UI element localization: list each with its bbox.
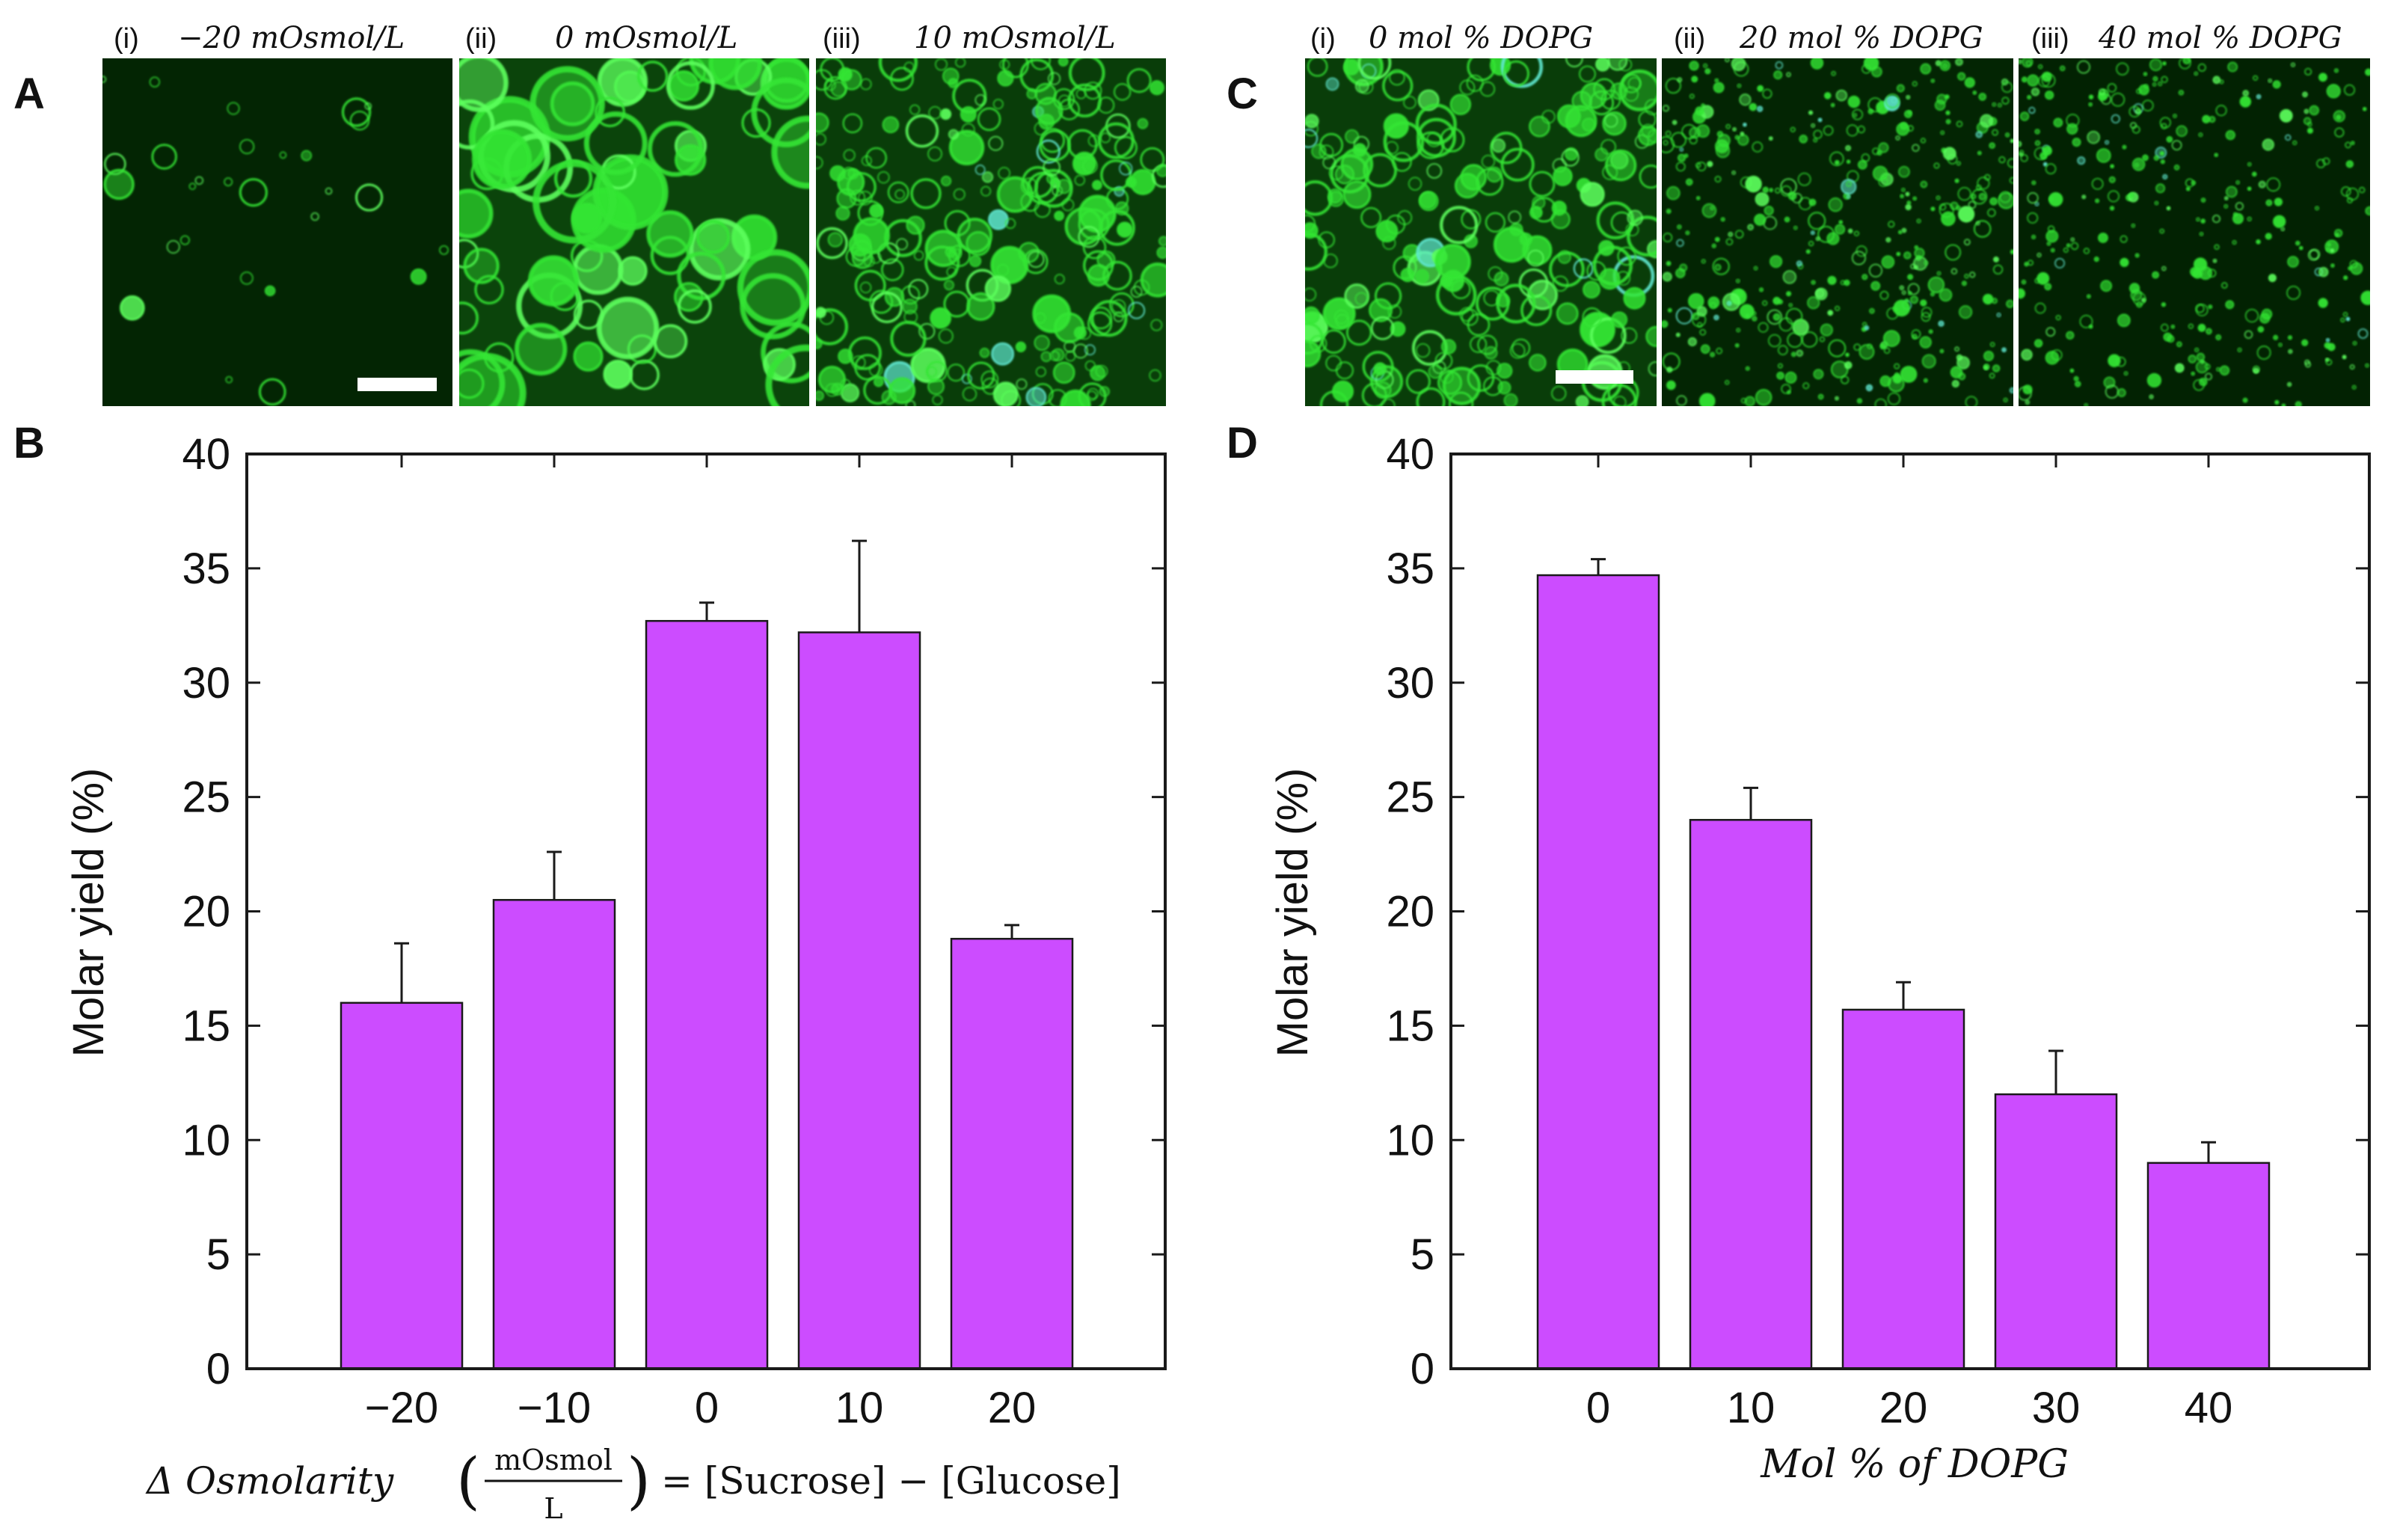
- bar: [1689, 818, 1813, 1370]
- chart-d-ylabel: Molar yield (%): [1268, 768, 1317, 1058]
- panel-d: D 0 10 20 30 40 0 5 10 15 20 25 30 35 40 Molar yield …: [1227, 419, 2371, 1487]
- y-tick-label: 0: [206, 1345, 230, 1393]
- y-tick-label: 40: [182, 430, 230, 479]
- micrograph-c-ii: [1662, 58, 2013, 406]
- chart-b-xlabel-suffix: = [Sucrose] − [Glucose]: [661, 1459, 1121, 1503]
- y-tick-label: 5: [206, 1230, 230, 1279]
- y-tick-label: 25: [182, 773, 230, 822]
- micrograph-a-iii: [816, 58, 1166, 406]
- micrograph-a-i: [102, 58, 452, 406]
- panel-c: C (i) 0 mol % DOPG (ii) 20 mol % DOPG (i…: [1227, 21, 2370, 406]
- y-tick-label: 5: [1411, 1230, 1434, 1279]
- plot-frame: [245, 453, 1167, 1370]
- panel-c-image-2-index: (ii): [1674, 23, 1705, 55]
- y-tick-label: 30: [1386, 659, 1434, 708]
- y-tick-label: 10: [1386, 1116, 1434, 1165]
- panel-c-image-3-index: (iii): [2031, 23, 2069, 55]
- bar: [492, 898, 616, 1370]
- y-tick-label: 0: [1411, 1345, 1434, 1393]
- y-tick-label: 20: [1386, 888, 1434, 936]
- x-tick-label: 20: [1879, 1384, 1928, 1432]
- panel-a-image-1-index: (i): [114, 23, 139, 55]
- y-tick-label: 30: [182, 659, 230, 708]
- bar: [1994, 1093, 2118, 1370]
- chart-b: −20 −10 0 10 20 0 5 10 15 20 25 30 35 40: [182, 430, 1167, 1432]
- x-tick-label: 40: [2185, 1384, 2233, 1432]
- micrograph-c-iii: [2019, 58, 2370, 406]
- bar: [340, 1001, 464, 1370]
- panel-a-image-3-index: (iii): [823, 23, 861, 55]
- scale-bar: [1556, 370, 1633, 384]
- x-tick-label: −20: [365, 1384, 438, 1432]
- scale-bar: [357, 378, 437, 391]
- x-tick-label: 30: [2032, 1384, 2081, 1432]
- x-tick-label: 0: [695, 1384, 719, 1432]
- panel-c-image-3-label: 40 mol % DOPG: [2098, 21, 2342, 55]
- panel-c-image-1-index: (i): [1310, 23, 1336, 55]
- panel-c-image-1-label: 0 mol % DOPG: [1369, 21, 1593, 55]
- chart-b-xlabel-frac-num: mOsmol: [494, 1444, 613, 1476]
- bar: [950, 937, 1074, 1370]
- panel-b-letter: B: [13, 419, 45, 467]
- panel-c-letter: C: [1227, 70, 1258, 118]
- bar: [645, 619, 769, 1370]
- chart-b-xlabel-frac-den: L: [544, 1492, 562, 1525]
- bar: [797, 631, 921, 1370]
- x-tick-label: 20: [988, 1384, 1037, 1432]
- chart-b-xlabel: Δ Osmolarity ( mOsmol L ) = [Sucrose] − …: [145, 1444, 1121, 1525]
- chart-b-ylabel: Molar yield (%): [64, 768, 113, 1058]
- chart-b-xlabel-prefix: Δ Osmolarity: [145, 1459, 394, 1503]
- y-tick-label: 15: [1386, 1001, 1434, 1050]
- x-tick-label: 10: [1727, 1384, 1775, 1432]
- y-tick-label: 10: [182, 1116, 230, 1165]
- panel-a-letter: A: [13, 70, 45, 118]
- panel-d-letter: D: [1227, 419, 1258, 467]
- chart-d: 0 10 20 30 40 0 5 10 15 20 25 30 35 40: [1386, 430, 2371, 1432]
- x-tick-label: 10: [835, 1384, 884, 1432]
- panel-a-image-2-index: (ii): [465, 23, 497, 55]
- panel-a-image-3-label: 10 mOsmol/L: [914, 21, 1116, 55]
- panel-a-image-1-label: −20 mOsmol/L: [178, 21, 405, 55]
- panel-a-image-2-label: 0 mOsmol/L: [555, 21, 737, 55]
- bar: [1536, 574, 1660, 1370]
- plot-frame: [1449, 453, 2371, 1370]
- chart-b-xlabel-paren-close: ): [627, 1446, 651, 1517]
- panel-a: A (i) −20 mOsmol/L (ii) 0 mOsmol/L (iii)…: [13, 21, 1166, 406]
- chart-b-xlabel-paren-open: (: [456, 1446, 480, 1517]
- panel-b: B −20 −10 0 10 20 0 5 10 15 20 25 30 35 40 Molar yiel…: [13, 419, 1167, 1525]
- y-tick-label: 35: [182, 544, 230, 593]
- panel-c-image-2-label: 20 mol % DOPG: [1739, 21, 1983, 55]
- x-tick-label: 0: [1586, 1384, 1610, 1432]
- bar: [2146, 1162, 2271, 1370]
- micrograph-c-i: [1305, 58, 1657, 406]
- y-tick-label: 40: [1386, 430, 1434, 479]
- y-tick-label: 25: [1386, 773, 1434, 822]
- y-tick-label: 15: [182, 1001, 230, 1050]
- y-tick-label: 35: [1386, 544, 1434, 593]
- chart-d-xlabel: Mol % of DOPG: [1760, 1442, 2069, 1487]
- bar: [1841, 1008, 1965, 1370]
- y-tick-label: 20: [182, 888, 230, 936]
- micrograph-a-ii: [459, 58, 809, 406]
- x-tick-label: −10: [518, 1384, 591, 1432]
